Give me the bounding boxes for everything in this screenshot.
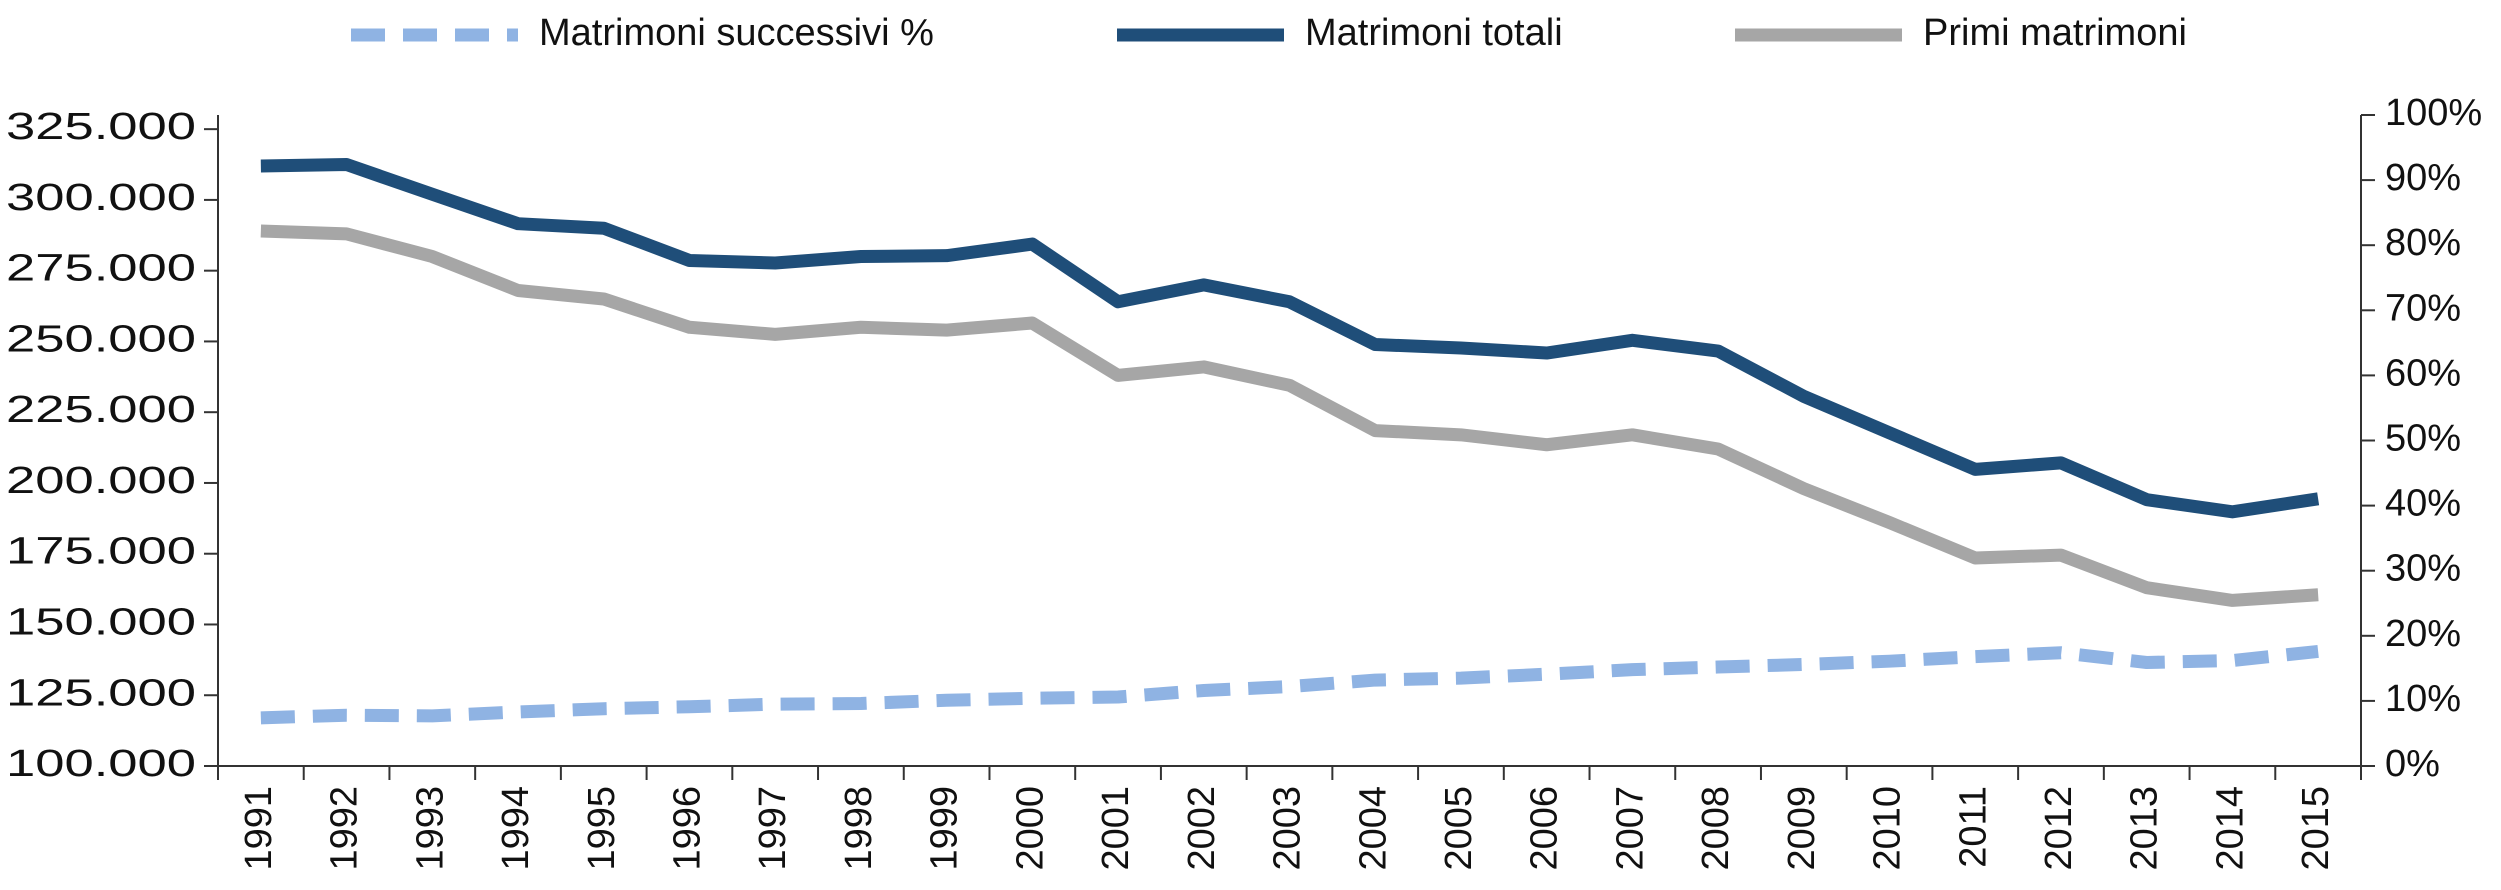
y2-tick-label: 90% [2385,157,2461,199]
y2-tick-label: 60% [2385,352,2461,394]
y2-tick-label: 70% [2385,287,2461,329]
x-tick-label: 2001 [1095,786,1137,871]
y-tick-label: 300.000 [6,177,196,219]
legend-label: Matrimoni successivi % [539,12,934,54]
y-tick-label: 100.000 [6,743,196,785]
x-tick-label: 2015 [2295,786,2337,871]
y2-tick-label: 10% [2385,678,2461,720]
y-tick-label: 125.000 [6,672,196,714]
y2-tick-label: 20% [2385,613,2461,655]
x-tick-label: 1999 [924,786,966,871]
series-line [260,644,2319,725]
series-line [260,224,2319,607]
x-tick-label: 2006 [1524,786,1566,871]
legend-label: Primi matrimoni [1923,12,2187,54]
x-tick-label: 1998 [838,786,880,871]
x-tick-label: 2011 [1952,786,1994,868]
y2-tick-label: 30% [2385,548,2461,590]
y2-tick-label: 50% [2385,418,2461,460]
y2-tick-label: 80% [2385,222,2461,264]
x-tick-label: 2007 [1609,786,1651,871]
y-tick-label: 200.000 [6,460,196,502]
x-tick-label: 2008 [1695,786,1737,871]
x-tick-label: 2002 [1181,786,1223,871]
y-tick-label: 275.000 [6,248,196,290]
y2-tick-label: 0% [2385,743,2440,785]
x-tick-label: 1996 [666,786,708,871]
series-line [260,158,2320,519]
x-tick-label: 1991 [238,786,280,871]
x-tick-label: 1992 [324,786,366,871]
x-tick-label: 1993 [409,786,451,871]
x-tick-label: 2014 [2209,786,2251,871]
y2-tick-label: 100% [2385,92,2482,134]
y-tick-label: 250.000 [6,318,196,360]
x-tick-label: 1994 [495,786,537,871]
x-tick-label: 2013 [2124,786,2166,871]
x-tick-label: 2003 [1267,786,1309,871]
x-tick-label: 2004 [1352,786,1394,871]
y2-tick-label: 40% [2385,483,2461,525]
x-tick-label: 2005 [1438,786,1480,871]
y-tick-label: 175.000 [6,531,196,573]
x-tick-label: 2000 [1009,786,1051,871]
legend-label: Matrimoni totali [1305,12,1563,54]
y-tick-label: 325.000 [6,106,196,148]
x-tick-label: 1995 [581,786,623,871]
x-tick-label: 1997 [752,786,794,871]
x-tick-label: 2010 [1867,786,1909,871]
y-tick-label: 150.000 [6,602,196,644]
x-tick-label: 2012 [2038,786,2080,871]
x-tick-label: 2009 [1781,786,1823,871]
y-tick-label: 225.000 [6,389,196,431]
